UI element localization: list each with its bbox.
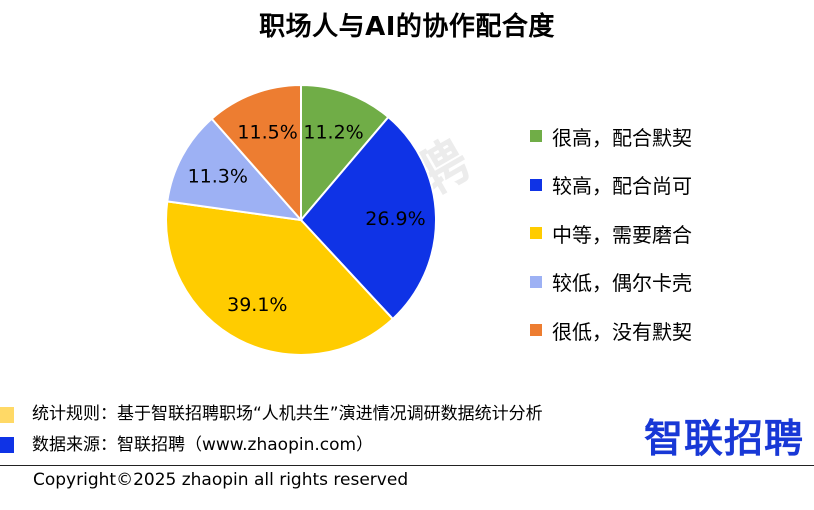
data-label-3: 39.1% xyxy=(227,294,287,316)
data-label-2: 26.9% xyxy=(365,208,425,230)
data-label-4: 11.3% xyxy=(188,165,248,187)
legend: 很高，配合默契 较高，配合尚可 中等，需要磨合 较低，偶尔卡壳 很低，没有默契 xyxy=(530,112,692,355)
legend-swatch xyxy=(530,324,542,337)
divider xyxy=(0,465,814,466)
data-label-5: 11.5% xyxy=(237,122,297,144)
legend-label: 中等，需要磨合 xyxy=(552,222,692,247)
legend-swatch xyxy=(530,227,542,240)
legend-item-4: 较低，偶尔卡壳 xyxy=(530,258,692,307)
pie-slice-2 xyxy=(299,115,437,321)
footnote-marker-1 xyxy=(0,407,14,423)
legend-swatch xyxy=(530,178,542,191)
legend-label: 较低，偶尔卡壳 xyxy=(552,271,692,296)
legend-label: 很低，没有默契 xyxy=(552,319,692,344)
legend-item-2: 较高，配合尚可 xyxy=(530,161,692,210)
footnote-marker-2 xyxy=(0,437,14,453)
legend-label: 较高，配合尚可 xyxy=(552,174,692,199)
chart-title: 职场人与AI的协作配合度 xyxy=(259,12,555,42)
pie-chart: 11.2% 26.9% 39.1% 11.3% 11.5% xyxy=(165,83,437,356)
legend-swatch xyxy=(530,130,542,143)
brand-logo: 智联招聘 xyxy=(644,417,805,462)
pie-slice-1 xyxy=(300,83,390,223)
copyright: Copyright©2025 zhaopin all rights reserv… xyxy=(33,470,409,490)
footnote-rule: 统计规则：基于智联招聘职场“人机共生”演进情况调研数据统计分析 xyxy=(32,404,543,424)
legend-swatch xyxy=(530,275,542,288)
footnote-source: 数据来源：智联招聘（www.zhaopin.com） xyxy=(32,435,374,455)
pie-slice-5 xyxy=(210,83,302,223)
pie-slice-4 xyxy=(166,117,304,222)
data-label-1: 11.2% xyxy=(303,121,363,143)
legend-item-3: 中等，需要磨合 xyxy=(530,209,692,258)
legend-label: 很高，配合默契 xyxy=(552,125,692,150)
legend-item-5: 很低，没有默契 xyxy=(530,306,692,355)
pie-slice-3 xyxy=(165,200,395,356)
legend-item-1: 很高，配合默契 xyxy=(530,112,692,161)
